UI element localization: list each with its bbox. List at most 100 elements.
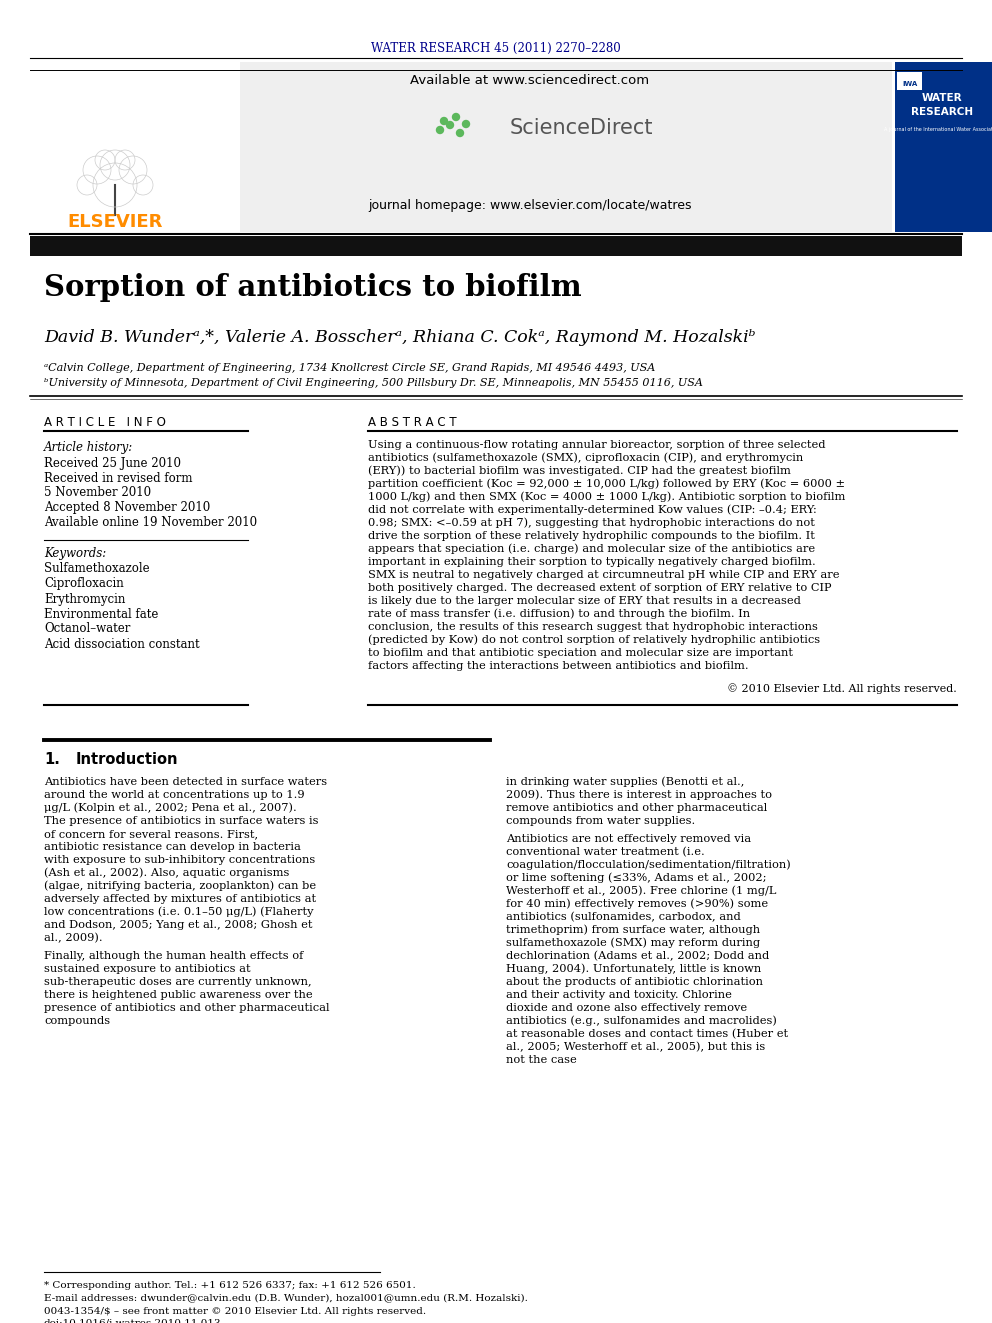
Text: Finally, although the human health effects of: Finally, although the human health effec… [44,951,304,960]
Bar [897,71,922,90]
Text: A B S T R A C T: A B S T R A C T [368,415,456,429]
Text: Keywords:: Keywords: [44,548,106,561]
Text: remove antibiotics and other pharmaceutical: remove antibiotics and other pharmaceuti… [506,803,767,814]
Text: A R T I C L E   I N F O: A R T I C L E I N F O [44,415,166,429]
Circle shape [446,122,453,128]
Text: ELSEVIER: ELSEVIER [67,213,163,232]
Text: to biofilm and that antibiotic speciation and molecular size are important: to biofilm and that antibiotic speciatio… [368,648,793,658]
Text: Using a continuous-flow rotating annular bioreactor, sorption of three selected: Using a continuous-flow rotating annular… [368,441,825,450]
Bar [895,62,992,232]
Text: appears that speciation (i.e. charge) and molecular size of the antibiotics are: appears that speciation (i.e. charge) an… [368,544,815,554]
Text: compounds from water supplies.: compounds from water supplies. [506,816,695,826]
Text: 2009). Thus there is interest in approaches to: 2009). Thus there is interest in approac… [506,790,772,800]
Text: Antibiotics are not effectively removed via: Antibiotics are not effectively removed … [506,833,751,844]
Text: © 2010 Elsevier Ltd. All rights reserved.: © 2010 Elsevier Ltd. All rights reserved… [727,684,957,695]
Text: sub-therapeutic doses are currently unknown,: sub-therapeutic doses are currently unkn… [44,976,311,987]
Text: 1000 L/kg) and then SMX (Koc = 4000 ± 1000 L/kg). Antibiotic sorption to biofilm: 1000 L/kg) and then SMX (Koc = 4000 ± 10… [368,492,845,503]
Text: with exposure to sub-inhibitory concentrations: with exposure to sub-inhibitory concentr… [44,855,315,865]
Text: drive the sorption of these relatively hydrophilic compounds to the biofilm. It: drive the sorption of these relatively h… [368,531,814,541]
Text: Antibiotics have been detected in surface waters: Antibiotics have been detected in surfac… [44,777,327,787]
Text: The presence of antibiotics in surface waters is: The presence of antibiotics in surface w… [44,816,318,826]
Bar [30,235,962,255]
Text: for 40 min) effectively removes (>90%) some: for 40 min) effectively removes (>90%) s… [506,898,768,909]
Circle shape [436,127,443,134]
Text: SMX is neutral to negatively charged at circumneutral pH while CIP and ERY are: SMX is neutral to negatively charged at … [368,570,839,579]
Circle shape [456,130,463,136]
Text: about the products of antibiotic chlorination: about the products of antibiotic chlorin… [506,976,763,987]
Text: at reasonable doses and contact times (Huber et: at reasonable doses and contact times (H… [506,1029,788,1039]
Text: Huang, 2004). Unfortunately, little is known: Huang, 2004). Unfortunately, little is k… [506,963,761,974]
Text: μg/L (Kolpin et al., 2002; Pena et al., 2007).: μg/L (Kolpin et al., 2002; Pena et al., … [44,803,297,814]
Text: WATER RESEARCH 45 (2011) 2270–2280: WATER RESEARCH 45 (2011) 2270–2280 [371,41,621,54]
Text: Sorption of antibiotics to biofilm: Sorption of antibiotics to biofilm [44,274,581,303]
Text: journal homepage: www.elsevier.com/locate/watres: journal homepage: www.elsevier.com/locat… [368,198,691,212]
Text: coagulation/flocculation/sedimentation/filtration): coagulation/flocculation/sedimentation/f… [506,860,791,871]
Text: partition coefficient (Koc = 92,000 ± 10,000 L/kg) followed by ERY (Koc = 6000 ±: partition coefficient (Koc = 92,000 ± 10… [368,479,845,490]
Circle shape [462,120,469,127]
Text: doi:10.1016/j.watres.2010.11.013: doi:10.1016/j.watres.2010.11.013 [44,1319,221,1323]
Text: Received 25 June 2010: Received 25 June 2010 [44,456,181,470]
Bar [30,62,892,232]
Text: Available at www.sciencedirect.com: Available at www.sciencedirect.com [411,74,650,86]
Circle shape [440,118,447,124]
Text: Sulfamethoxazole: Sulfamethoxazole [44,562,150,576]
Text: there is heightened public awareness over the: there is heightened public awareness ove… [44,990,312,1000]
Text: sulfamethoxazole (SMX) may reform during: sulfamethoxazole (SMX) may reform during [506,938,760,949]
Text: A journal of the International Water Association: A journal of the International Water Ass… [884,127,992,132]
Text: not the case: not the case [506,1054,576,1065]
Text: dioxide and ozone also effectively remove: dioxide and ozone also effectively remov… [506,1003,747,1013]
Text: (algae, nitrifying bacteria, zooplankton) can be: (algae, nitrifying bacteria, zooplankton… [44,881,316,892]
Text: 0043-1354/$ – see front matter © 2010 Elsevier Ltd. All rights reserved.: 0043-1354/$ – see front matter © 2010 El… [44,1307,427,1315]
Text: Available online 19 November 2010: Available online 19 November 2010 [44,516,257,529]
Text: Received in revised form: Received in revised form [44,471,192,484]
Text: sustained exposure to antibiotics at: sustained exposure to antibiotics at [44,964,251,974]
Text: dechlorination (Adams et al., 2002; Dodd and: dechlorination (Adams et al., 2002; Dodd… [506,951,769,962]
Text: low concentrations (i.e. 0.1–50 μg/L) (Flaherty: low concentrations (i.e. 0.1–50 μg/L) (F… [44,906,313,917]
Text: in drinking water supplies (Benotti et al.,: in drinking water supplies (Benotti et a… [506,777,744,787]
Text: adversely affected by mixtures of antibiotics at: adversely affected by mixtures of antibi… [44,894,316,904]
Bar [30,62,240,232]
Text: WATER
RESEARCH: WATER RESEARCH [911,94,973,116]
Text: Erythromycin: Erythromycin [44,593,125,606]
Text: compounds: compounds [44,1016,110,1027]
Text: Environmental fate: Environmental fate [44,607,159,620]
Text: presence of antibiotics and other pharmaceutical: presence of antibiotics and other pharma… [44,1003,329,1013]
Text: Accepted 8 November 2010: Accepted 8 November 2010 [44,501,210,515]
Text: IWA: IWA [903,81,918,87]
Text: Westerhoff et al., 2005). Free chlorine (1 mg/L: Westerhoff et al., 2005). Free chlorine … [506,885,777,896]
Text: did not correlate with experimentally-determined Kow values (CIP: –0.4; ERY:: did not correlate with experimentally-de… [368,504,816,515]
Text: 5 November 2010: 5 November 2010 [44,487,151,500]
Text: antibiotic resistance can develop in bacteria: antibiotic resistance can develop in bac… [44,841,301,852]
Text: is likely due to the larger molecular size of ERY that results in a decreased: is likely due to the larger molecular si… [368,595,801,606]
Text: conclusion, the results of this research suggest that hydrophobic interactions: conclusion, the results of this research… [368,622,817,632]
Text: al., 2009).: al., 2009). [44,933,102,943]
Text: Ciprofloxacin: Ciprofloxacin [44,578,124,590]
Text: around the world at concentrations up to 1.9: around the world at concentrations up to… [44,790,305,800]
Text: antibiotics (sulfamethoxazole (SMX), ciprofloxacin (CIP), and erythromycin: antibiotics (sulfamethoxazole (SMX), cip… [368,452,804,463]
Text: factors affecting the interactions between antibiotics and biofilm.: factors affecting the interactions betwe… [368,662,749,671]
Text: conventional water treatment (i.e.: conventional water treatment (i.e. [506,847,704,857]
Text: important in explaining their sorption to typically negatively charged biofilm.: important in explaining their sorption t… [368,557,815,568]
Text: ScienceDirect: ScienceDirect [510,118,654,138]
Text: 0.98; SMX: <–0.59 at pH 7), suggesting that hydrophobic interactions do not: 0.98; SMX: <–0.59 at pH 7), suggesting t… [368,517,814,528]
Text: Acid dissociation constant: Acid dissociation constant [44,638,199,651]
Text: trimethoprim) from surface water, although: trimethoprim) from surface water, althou… [506,925,760,935]
Text: (Ash et al., 2002). Also, aquatic organisms: (Ash et al., 2002). Also, aquatic organi… [44,868,290,878]
Text: ᵃCalvin College, Department of Engineering, 1734 Knollcrest Circle SE, Grand Rap: ᵃCalvin College, Department of Engineeri… [44,363,656,373]
Text: and Dodson, 2005; Yang et al., 2008; Ghosh et: and Dodson, 2005; Yang et al., 2008; Gho… [44,919,312,930]
Text: (predicted by Kow) do not control sorption of relatively hydrophilic antibiotics: (predicted by Kow) do not control sorpti… [368,635,820,646]
Text: 1.: 1. [44,753,60,767]
Text: Article history:: Article history: [44,442,133,455]
Text: * Corresponding author. Tel.: +1 612 526 6337; fax: +1 612 526 6501.: * Corresponding author. Tel.: +1 612 526… [44,1281,416,1290]
Text: (ERY)) to bacterial biofilm was investigated. CIP had the greatest biofilm: (ERY)) to bacterial biofilm was investig… [368,466,791,476]
Text: antibiotics (e.g., sulfonamides and macrolides): antibiotics (e.g., sulfonamides and macr… [506,1016,777,1027]
Text: al., 2005; Westerhoff et al., 2005), but this is: al., 2005; Westerhoff et al., 2005), but… [506,1041,765,1052]
Text: antibiotics (sulfonamides, carbodox, and: antibiotics (sulfonamides, carbodox, and [506,912,741,922]
Text: both positively charged. The decreased extent of sorption of ERY relative to CIP: both positively charged. The decreased e… [368,583,831,593]
Text: David B. Wunderᵃ,*, Valerie A. Bosscherᵃ, Rhiana C. Cokᵃ, Raymond M. Hozalskiᵇ: David B. Wunderᵃ,*, Valerie A. Bosscherᵃ… [44,329,756,347]
Text: and their activity and toxicity. Chlorine: and their activity and toxicity. Chlorin… [506,990,732,1000]
Text: ᵇUniversity of Minnesota, Department of Civil Engineering, 500 Pillsbury Dr. SE,: ᵇUniversity of Minnesota, Department of … [44,378,703,388]
Circle shape [452,114,459,120]
Text: Introduction: Introduction [76,753,179,767]
Text: rate of mass transfer (i.e. diffusion) to and through the biofilm. In: rate of mass transfer (i.e. diffusion) t… [368,609,750,619]
